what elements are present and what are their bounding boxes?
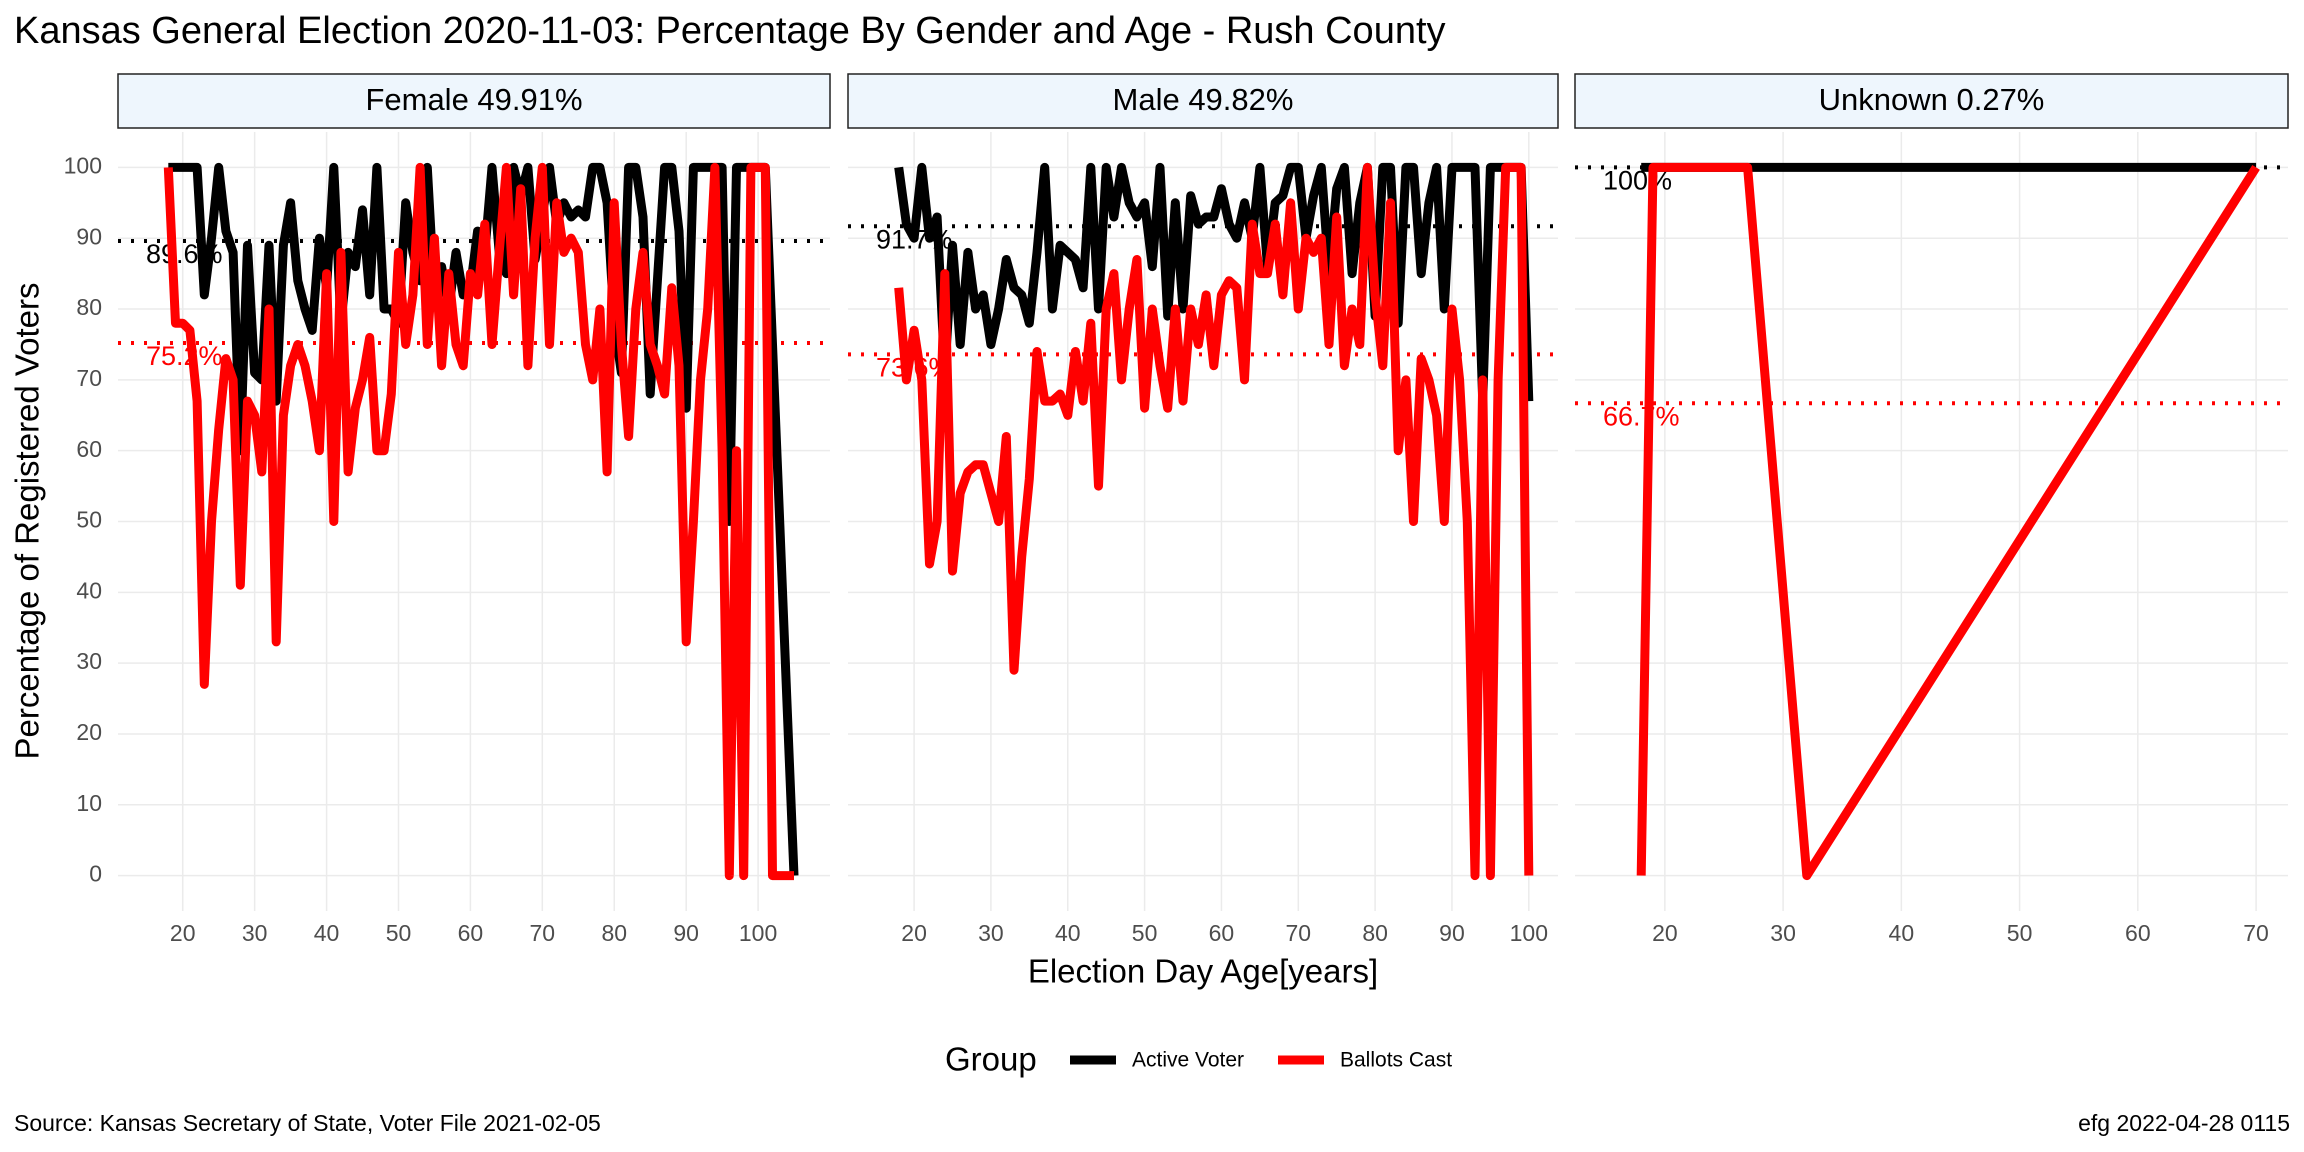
- facet-label: Male 49.82%: [1113, 82, 1294, 117]
- legend-label: Ballots Cast: [1340, 1049, 1452, 1072]
- facet-label: Unknown 0.27%: [1819, 82, 2045, 117]
- x-tick-label: 30: [1770, 920, 1796, 946]
- x-tick-label: 40: [314, 920, 340, 946]
- facet-label: Female 49.91%: [365, 82, 582, 117]
- x-tick-label: 70: [530, 920, 556, 946]
- y-tick-label: 20: [76, 719, 102, 745]
- x-tick-label: 70: [1285, 920, 1311, 946]
- reference-label: 66.7%: [1603, 401, 1680, 431]
- y-tick-label: 60: [76, 436, 102, 462]
- y-tick-label: 90: [76, 223, 102, 249]
- x-tick-label: 20: [1652, 920, 1678, 946]
- y-tick-label: 40: [76, 577, 102, 603]
- x-tick-label: 50: [386, 920, 412, 946]
- source-note: Source: Kansas Secretary of State, Voter…: [14, 1110, 601, 1136]
- x-tick-label: 70: [2243, 920, 2269, 946]
- x-tick-label: 20: [170, 920, 196, 946]
- x-tick-label: 90: [673, 920, 699, 946]
- x-tick-label: 20: [901, 920, 927, 946]
- y-tick-label: 80: [76, 294, 102, 320]
- facet-strip: [117, 73, 831, 129]
- x-tick-label: 100: [739, 920, 777, 946]
- y-axis-label: Percentage of Registered Voters: [9, 283, 46, 760]
- x-tick-label: 90: [1439, 920, 1465, 946]
- x-tick-label: 60: [2125, 920, 2151, 946]
- series-line: [163, 162, 794, 881]
- reference-label: 75.2%: [146, 341, 223, 371]
- series-line: [894, 162, 1534, 406]
- x-axis-label: Election Day Age[years]: [1028, 953, 1378, 990]
- legend: Group Active Voter Ballots Cast: [945, 1041, 1452, 1078]
- x-tick-label: 60: [1209, 920, 1235, 946]
- series-line: [1636, 162, 2260, 881]
- x-tick-label: 80: [1362, 920, 1388, 946]
- x-tick-label: 100: [1510, 920, 1548, 946]
- x-tick-label: 40: [1889, 920, 1915, 946]
- legend-label: Active Voter: [1132, 1049, 1244, 1072]
- y-tick-label: 30: [76, 648, 102, 674]
- y-tick-label: 50: [76, 507, 102, 533]
- chart-title: Kansas General Election 2020-11-03: Perc…: [14, 10, 1446, 52]
- legend-title: Group: [945, 1041, 1037, 1078]
- x-tick-label: 30: [242, 920, 268, 946]
- y-tick-label: 0: [89, 861, 102, 887]
- y-tick-label: 100: [64, 152, 102, 178]
- facet-strip: [1574, 73, 2289, 129]
- x-tick-label: 80: [601, 920, 627, 946]
- facet-strip: [847, 73, 1559, 129]
- x-tick-label: 50: [1132, 920, 1158, 946]
- stamp-note: efg 2022-04-28 0115: [2078, 1110, 2290, 1136]
- y-tick-label: 70: [76, 365, 102, 391]
- series-line: [894, 162, 1534, 881]
- x-tick-label: 30: [978, 920, 1004, 946]
- x-tick-label: 60: [458, 920, 484, 946]
- y-tick-label: 10: [76, 790, 102, 816]
- x-tick-label: 40: [1055, 920, 1081, 946]
- x-tick-label: 50: [2007, 920, 2033, 946]
